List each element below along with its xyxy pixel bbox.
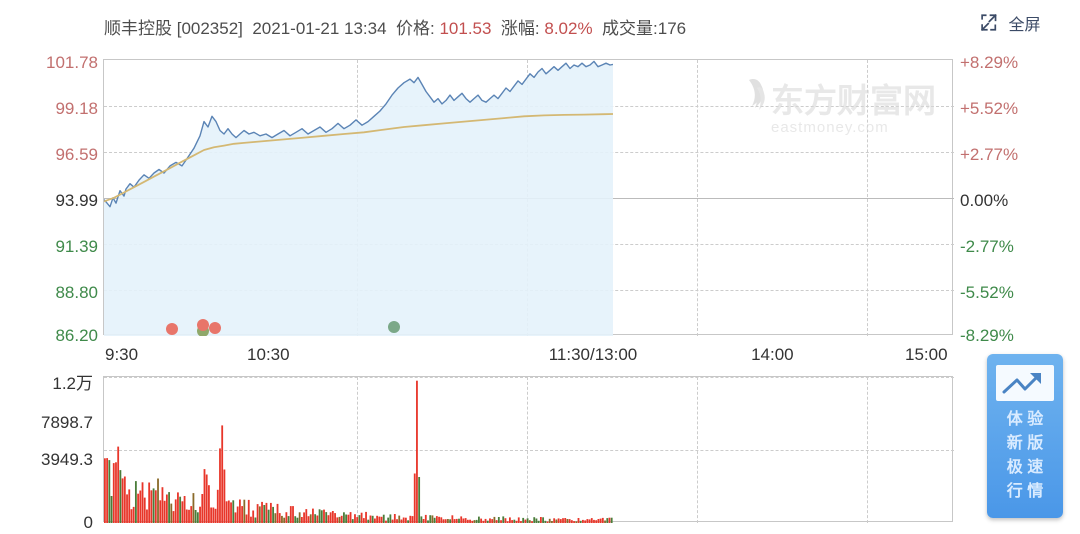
svg-text:东方财富网: 东方财富网 <box>771 82 936 119</box>
svg-text:eastmoney.com: eastmoney.com <box>771 119 889 136</box>
